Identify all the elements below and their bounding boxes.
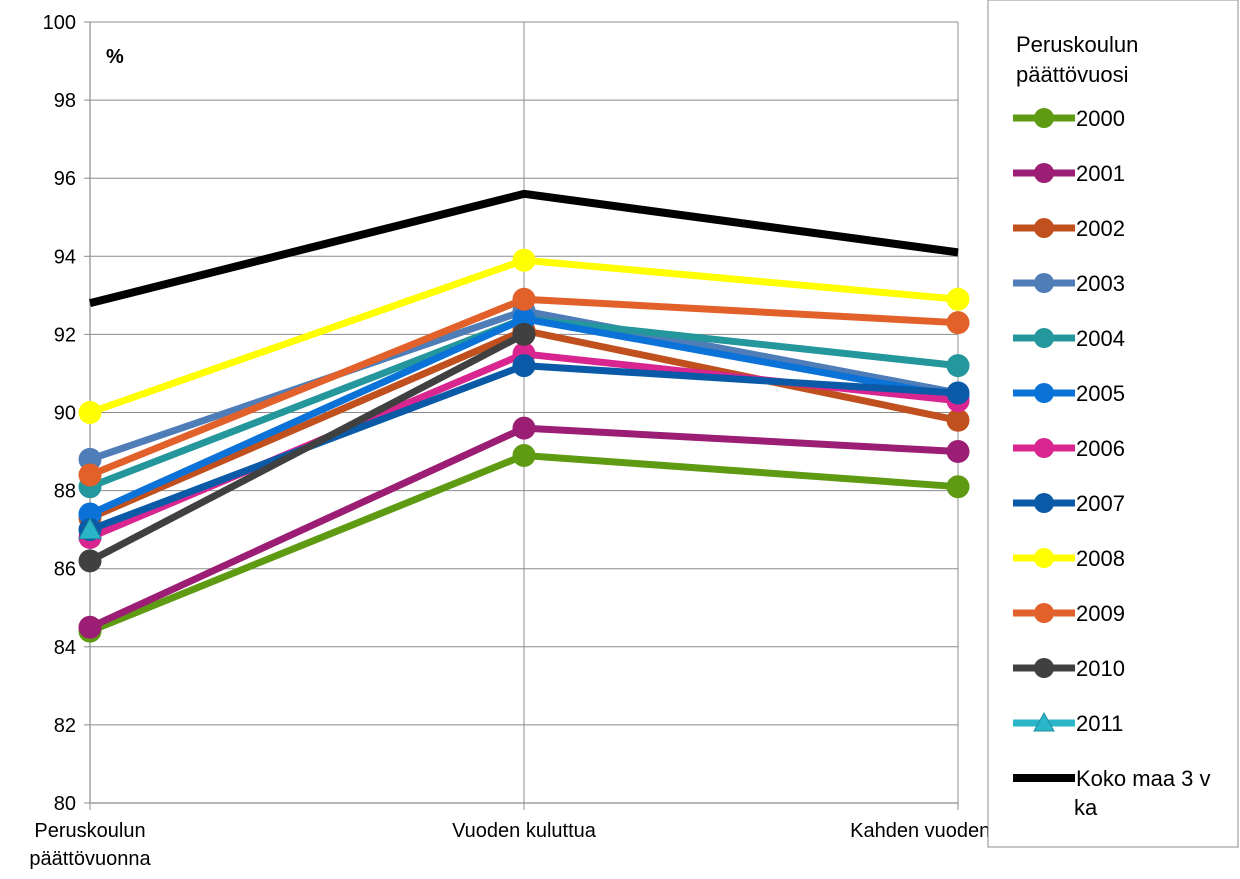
data-point [946, 287, 970, 311]
data-point [946, 408, 970, 432]
data-point [946, 475, 970, 499]
data-point [512, 443, 536, 467]
y-tick-label: 96 [54, 168, 76, 190]
legend-swatch-marker [1034, 163, 1054, 183]
legend-label: 2003 [1076, 271, 1125, 296]
data-point [512, 322, 536, 346]
x-tick-label: Vuoden kuluttua [452, 820, 597, 842]
legend-label: Koko maa 3 v ka [1074, 766, 1211, 820]
legend-swatch-marker [1034, 603, 1054, 623]
legend-swatch-marker [1034, 273, 1054, 293]
y-tick-label: 86 [54, 559, 76, 581]
legend-swatch-marker [1034, 383, 1054, 403]
legend-swatch-marker [1034, 493, 1054, 513]
legend-label: 2007 [1076, 491, 1125, 516]
y-unit-label: % [106, 46, 124, 68]
legend-swatch-marker [1034, 108, 1054, 128]
legend-label: 2004 [1076, 326, 1125, 351]
legend-label: 2009 [1076, 601, 1125, 626]
series-line [89, 189, 959, 308]
legend-label: 2002 [1076, 216, 1125, 241]
legend-label: 2001 [1076, 161, 1125, 186]
data-point [946, 440, 970, 464]
data-point [512, 416, 536, 440]
y-tick-label: 92 [54, 324, 76, 346]
data-point [512, 287, 536, 311]
y-tick-label: 94 [54, 246, 76, 268]
legend-swatch-marker [1034, 548, 1054, 568]
legend: Peruskoulun päättövuosi 2000 2001 2002 2003 20… [987, 0, 1239, 848]
series-group [78, 189, 970, 643]
data-point [78, 401, 102, 424]
data-point [946, 311, 970, 335]
y-tick-label: 84 [54, 637, 76, 659]
y-tick-label: 82 [54, 715, 76, 737]
legend-swatch-marker [1033, 711, 1055, 732]
legend-label: 2005 [1076, 381, 1125, 406]
legend-label: 2011 [1076, 711, 1123, 736]
legend-swatch-marker [1034, 438, 1054, 458]
legend-label: 2000 [1076, 106, 1125, 131]
data-point [78, 517, 102, 540]
data-point [512, 248, 536, 272]
legend-label: 2006 [1076, 436, 1125, 461]
data-point [946, 381, 970, 405]
y-tick-label: 98 [54, 90, 76, 112]
series-line [88, 331, 526, 564]
y-tick-label: 80 [54, 793, 76, 815]
data-point [78, 463, 102, 487]
y-tick-label: 100 [43, 12, 76, 34]
legend-swatch-marker [1034, 218, 1054, 238]
y-tick-label: 90 [54, 403, 76, 425]
data-point [78, 615, 102, 639]
legend-title: Peruskoulun päättövuosi [1016, 32, 1138, 87]
legend-label: 2010 [1076, 656, 1125, 681]
legend-swatch-marker [1034, 658, 1054, 678]
legend-label: 2008 [1076, 546, 1125, 571]
axes: 80 82 84 86 88 90 92 94 96 98 100 Peruskoulun päättö… [29, 12, 1066, 870]
legend-box [987, 0, 1239, 848]
x-tick-label: Peruskoulun päättövuonna [29, 820, 151, 870]
data-point [512, 354, 536, 378]
y-tick-label: 88 [54, 481, 76, 503]
data-point [946, 354, 970, 378]
legend-swatch-marker [1034, 328, 1054, 348]
data-point [78, 549, 102, 573]
